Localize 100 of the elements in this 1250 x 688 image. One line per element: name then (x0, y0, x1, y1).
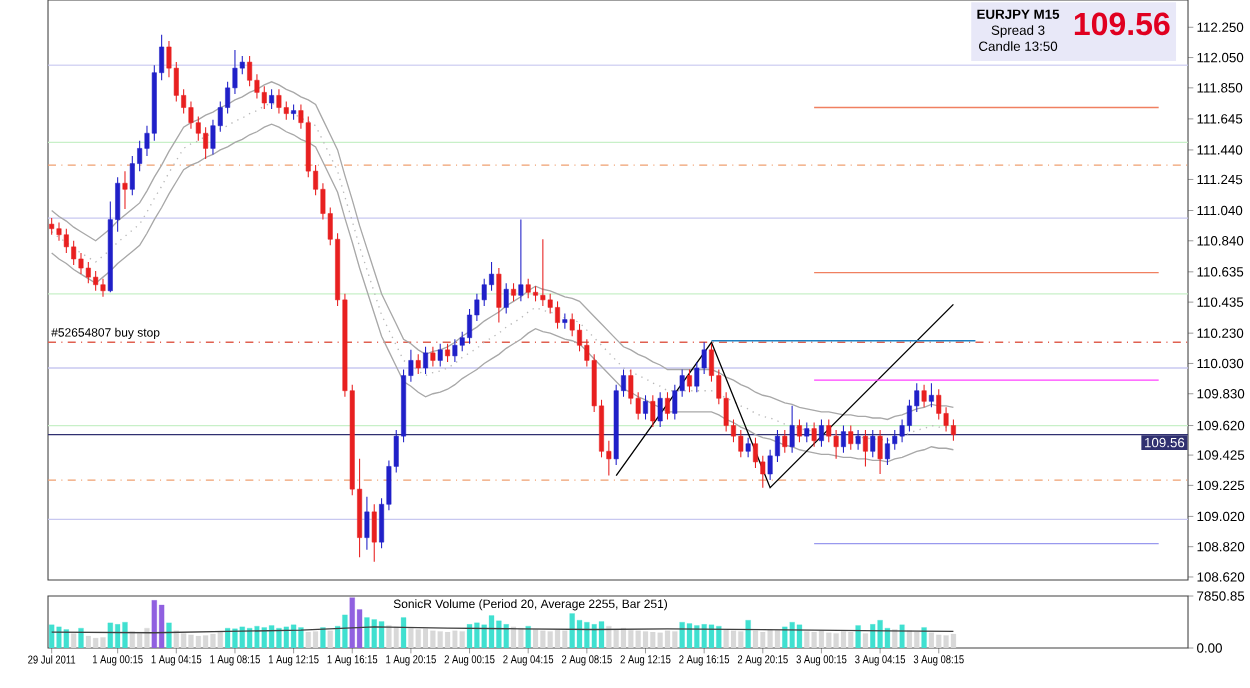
candlestick (129, 155, 135, 196)
candlestick (269, 88, 275, 110)
bar (752, 630, 759, 649)
candlestick (525, 278, 531, 299)
bar (679, 622, 685, 649)
candlestick (870, 429, 876, 458)
bar (400, 617, 407, 649)
bar (518, 628, 524, 649)
bar (921, 627, 927, 649)
bar (936, 634, 942, 649)
candlestick (687, 368, 692, 393)
candlestick (518, 219, 524, 302)
bar (613, 629, 619, 649)
bar (408, 628, 414, 649)
bar (342, 614, 348, 649)
candlestick (643, 394, 648, 421)
candlestick (503, 282, 509, 315)
candlestick (796, 418, 802, 443)
bar (686, 623, 693, 649)
bar (290, 624, 297, 649)
bar (914, 631, 920, 649)
bar (738, 631, 744, 649)
bar (496, 620, 502, 649)
bar (833, 633, 839, 649)
bar (525, 626, 531, 649)
bar (569, 613, 575, 649)
bar (745, 620, 751, 649)
annotation: 109.56 (1074, 12, 1170, 36)
candlestick (753, 437, 758, 469)
bar (635, 630, 641, 649)
bar (276, 628, 282, 649)
bar (811, 631, 817, 649)
bar (415, 629, 421, 649)
candlestick (782, 429, 788, 454)
candlestick (745, 437, 751, 458)
candlestick (884, 437, 890, 466)
bar (203, 635, 209, 649)
bar (672, 631, 678, 649)
bar (129, 631, 135, 649)
bar (642, 631, 649, 649)
bar (239, 626, 245, 649)
candlestick (921, 384, 927, 408)
bar (796, 624, 803, 649)
bar (884, 628, 891, 649)
bar (305, 631, 311, 649)
candlestick (364, 496, 370, 551)
bar (181, 633, 187, 649)
candlestick (85, 261, 91, 284)
candlestick (437, 343, 443, 368)
bar (144, 628, 150, 649)
candlestick (56, 222, 62, 242)
candlestick (665, 391, 670, 421)
line-series (615, 303, 955, 489)
bar (107, 622, 113, 649)
candlestick (738, 429, 744, 458)
bar (657, 632, 663, 649)
candlestick (78, 252, 84, 275)
bar (85, 635, 91, 649)
bar (694, 625, 700, 649)
candlestick (789, 405, 795, 454)
bar (818, 630, 825, 649)
candlestick (928, 382, 934, 408)
bar (554, 629, 561, 649)
bar (584, 622, 590, 649)
candlestick (452, 338, 458, 363)
bar (532, 629, 539, 649)
bar (93, 637, 99, 649)
bar (320, 627, 326, 649)
bar (268, 625, 275, 649)
candlestick (840, 425, 846, 454)
bar (166, 622, 172, 649)
candlestick (804, 421, 810, 443)
candlestick (818, 418, 824, 448)
bar (312, 631, 319, 649)
candlestick (496, 267, 502, 324)
candlestick (93, 270, 99, 292)
candlestick (833, 429, 839, 460)
bar (63, 629, 69, 649)
bar (188, 634, 194, 649)
bar (628, 629, 634, 649)
bar (137, 633, 143, 649)
bar (349, 597, 355, 649)
bar (804, 631, 810, 649)
bar (906, 630, 913, 649)
bar (298, 627, 304, 649)
bar (474, 622, 480, 649)
bar (840, 631, 847, 649)
bar (210, 633, 216, 649)
candlestick (188, 100, 194, 130)
candlestick (276, 88, 282, 115)
bar (767, 629, 773, 649)
candlestick (247, 55, 253, 87)
candlestick (415, 353, 421, 375)
bar (826, 632, 832, 649)
candlestick (950, 418, 956, 442)
candlestick (445, 343, 451, 363)
bar (78, 628, 84, 649)
bar (708, 624, 715, 649)
candlestick (423, 346, 429, 375)
bar (217, 631, 223, 649)
